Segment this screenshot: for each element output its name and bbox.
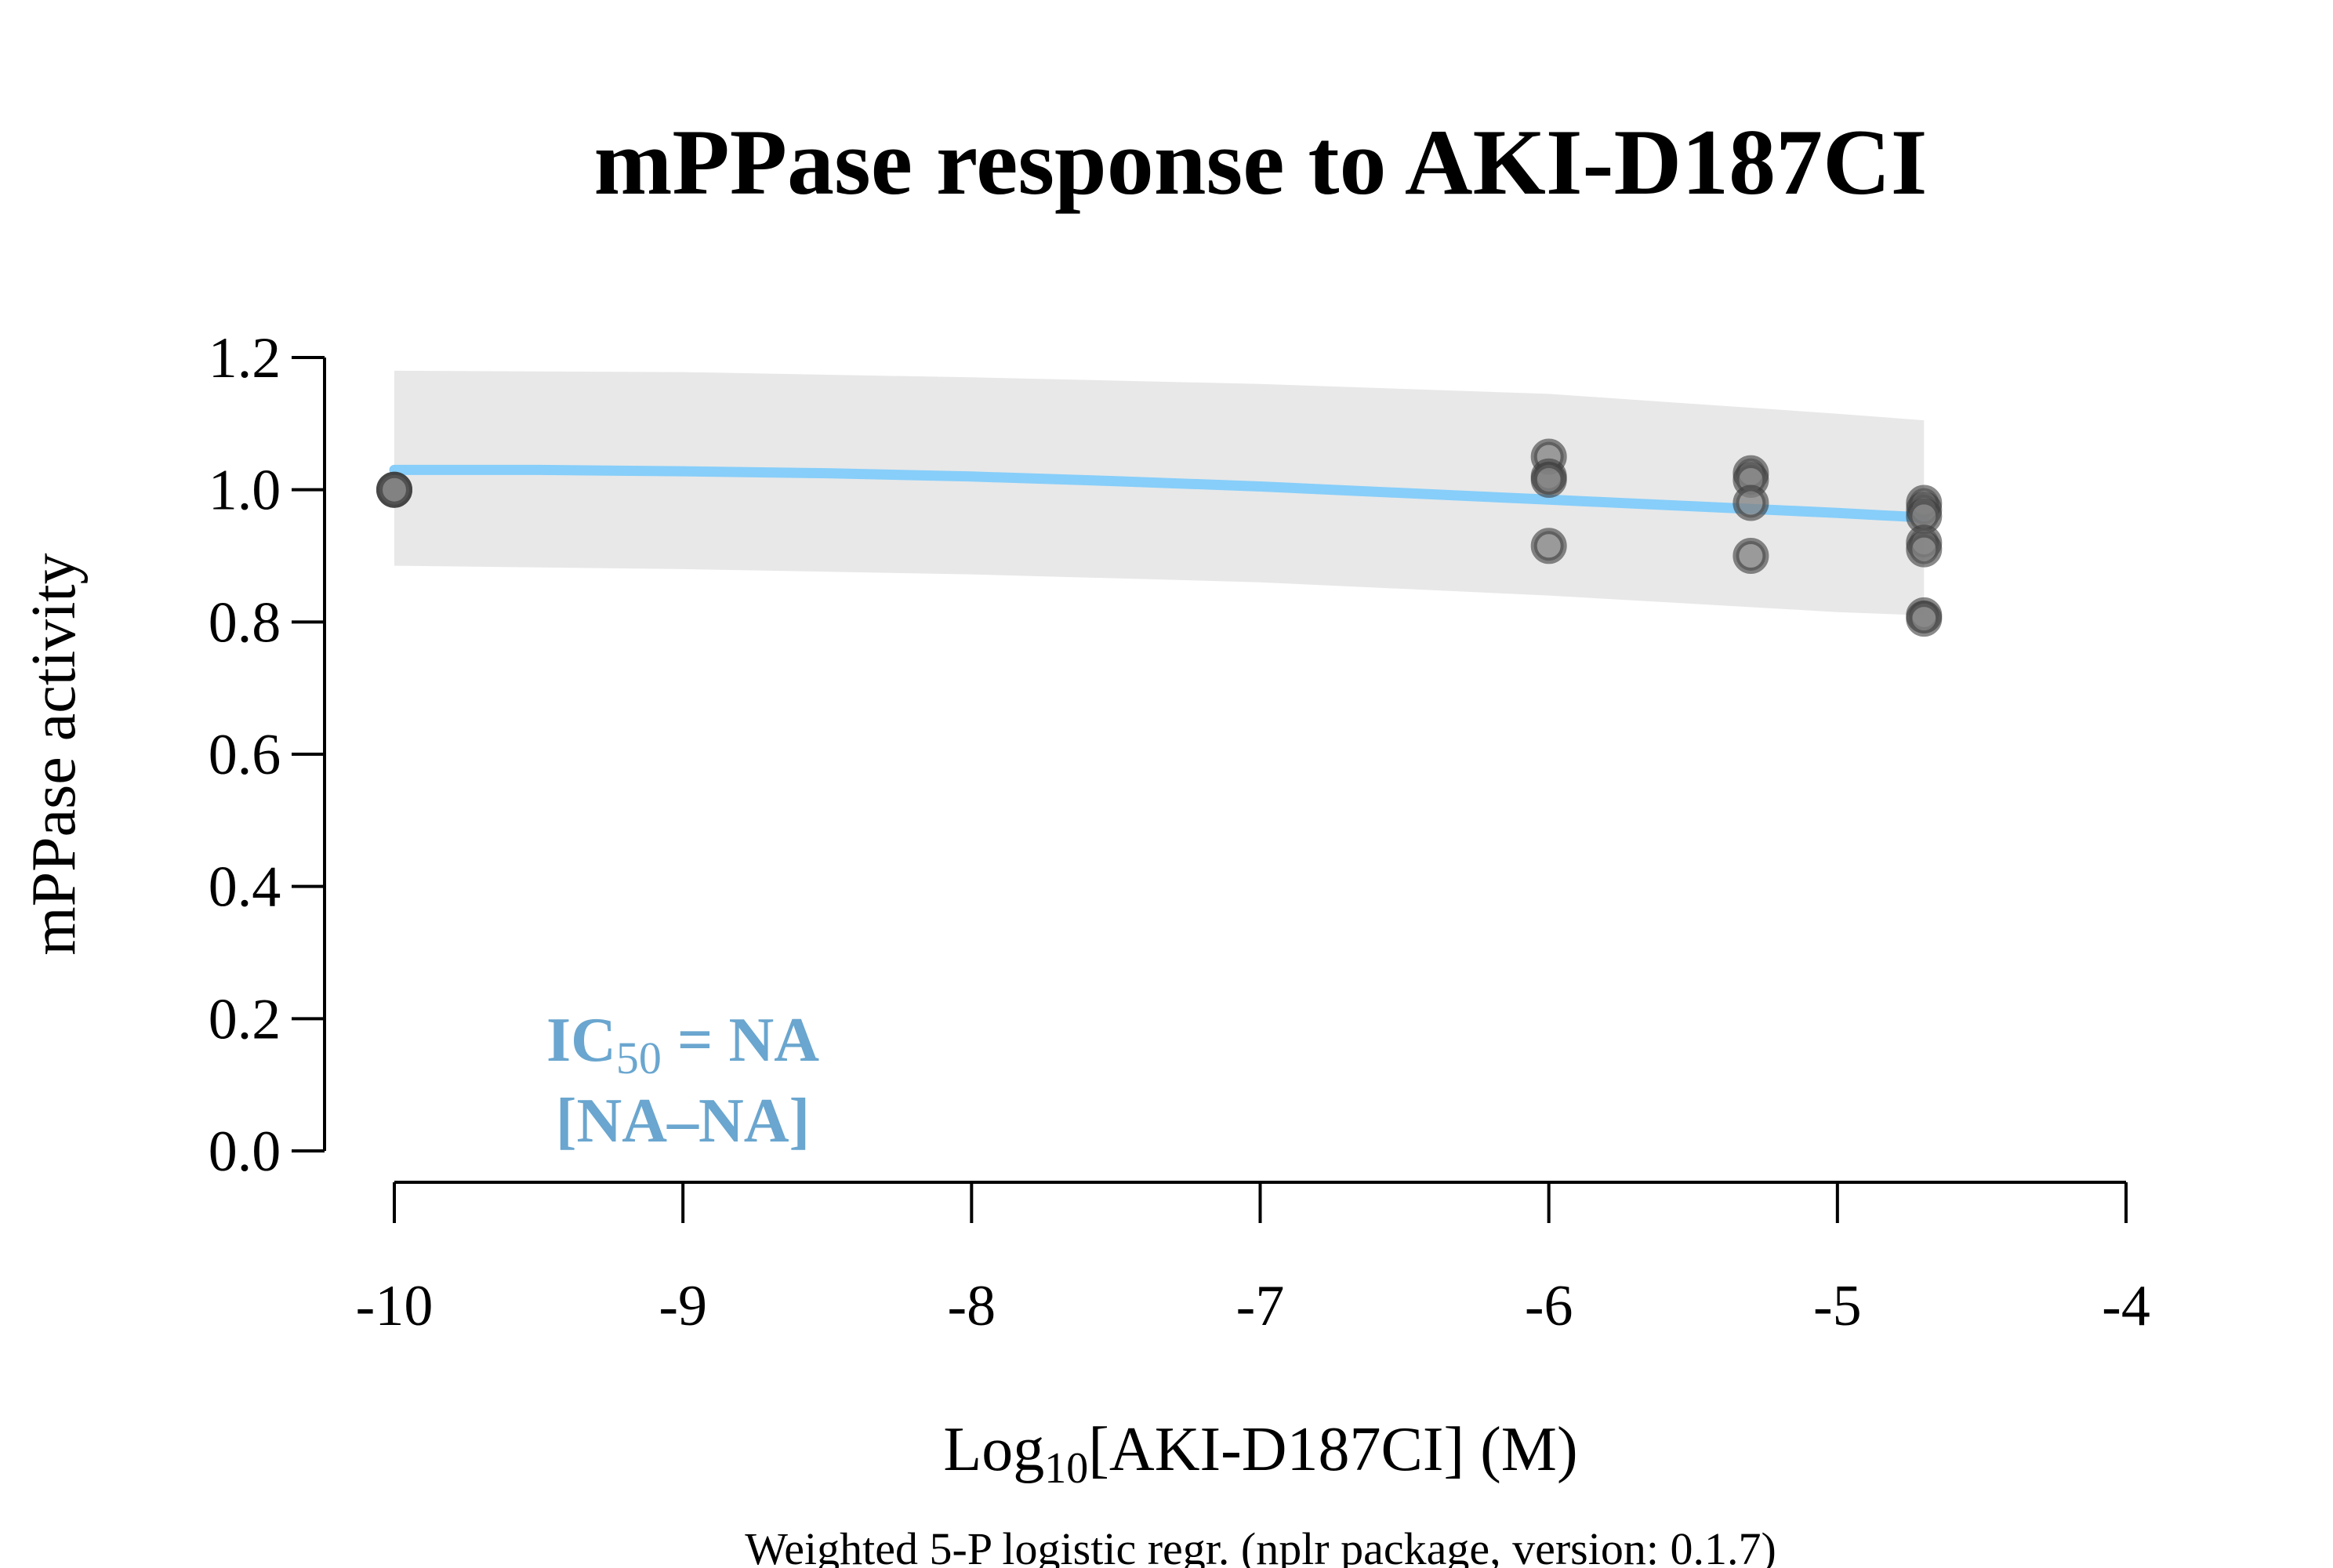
data-point bbox=[1733, 485, 1769, 521]
data-point bbox=[1530, 462, 1567, 498]
x-tick-label: -4 bbox=[2102, 1274, 2150, 1338]
x-tick-label: -9 bbox=[659, 1274, 707, 1338]
x-tick-label: -7 bbox=[1236, 1274, 1285, 1338]
data-point bbox=[376, 471, 412, 508]
y-tick-label: 1.0 bbox=[209, 459, 281, 523]
x-axis-label: Log10[AKI-D187CI] (M) bbox=[943, 1415, 1577, 1493]
y-tick-label: 0.0 bbox=[209, 1120, 281, 1184]
y-tick-label: 0.4 bbox=[209, 855, 281, 920]
y-tick-label: 0.8 bbox=[209, 590, 281, 655]
ic50-annotation: IC50 = NA [NA–NA] bbox=[546, 1006, 819, 1156]
chart-title: mPPase response to AKI-D187CI bbox=[593, 110, 1927, 214]
x-axis-label-suffix: [AKI-D187CI] (M) bbox=[1088, 1415, 1577, 1484]
y-tick-label: 1.2 bbox=[209, 326, 281, 390]
ic50-confidence-interval: [NA–NA] bbox=[556, 1087, 810, 1156]
x-tick-label: -10 bbox=[356, 1274, 434, 1338]
y-tick-label: 0.2 bbox=[209, 987, 281, 1051]
ic50-line-1: IC50 = NA bbox=[546, 1006, 819, 1083]
data-points-layer bbox=[376, 438, 1943, 637]
data-point bbox=[1906, 601, 1943, 637]
x-axis-label-prefix: Log bbox=[943, 1415, 1044, 1484]
chart-subtitle: Weighted 5-P logistic regr. (nplr packag… bbox=[745, 1523, 1776, 1568]
data-point bbox=[1733, 538, 1769, 574]
data-point bbox=[1906, 531, 1943, 568]
x-tick-label: -5 bbox=[1813, 1274, 1862, 1338]
confidence-band-layer bbox=[394, 370, 1925, 615]
fit-curve bbox=[389, 464, 1929, 523]
x-tick-label: -8 bbox=[948, 1274, 996, 1338]
ic50-value: = NA bbox=[662, 1006, 819, 1075]
y-axis-label: mPPase activity bbox=[20, 553, 89, 955]
confidence-band bbox=[394, 370, 1925, 615]
x-axis: -10 -9 -8 -7 -6 -5 -4 bbox=[356, 1181, 2150, 1338]
x-axis-label-subscript: 10 bbox=[1044, 1444, 1088, 1493]
data-point bbox=[1530, 528, 1567, 564]
y-axis: 0.0 0.2 0.4 0.6 0.8 1.0 1.2 bbox=[209, 326, 326, 1184]
ic50-subscript: 50 bbox=[616, 1033, 662, 1083]
ic50-prefix: IC bbox=[546, 1006, 616, 1075]
y-tick-label: 0.6 bbox=[209, 723, 281, 787]
fit-curve-layer bbox=[389, 464, 1929, 523]
x-tick-label: -6 bbox=[1525, 1274, 1573, 1338]
